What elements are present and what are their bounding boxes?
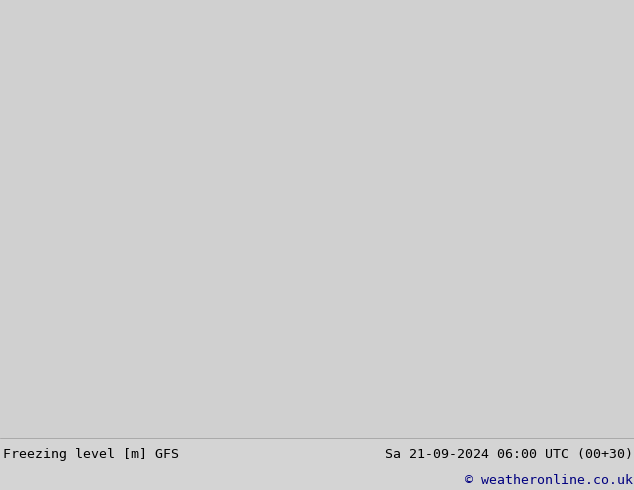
- Text: Sa 21-09-2024 06:00 UTC (00+30): Sa 21-09-2024 06:00 UTC (00+30): [385, 448, 633, 461]
- Text: Freezing level [m] GFS: Freezing level [m] GFS: [3, 448, 179, 461]
- Text: © weatheronline.co.uk: © weatheronline.co.uk: [465, 474, 633, 487]
